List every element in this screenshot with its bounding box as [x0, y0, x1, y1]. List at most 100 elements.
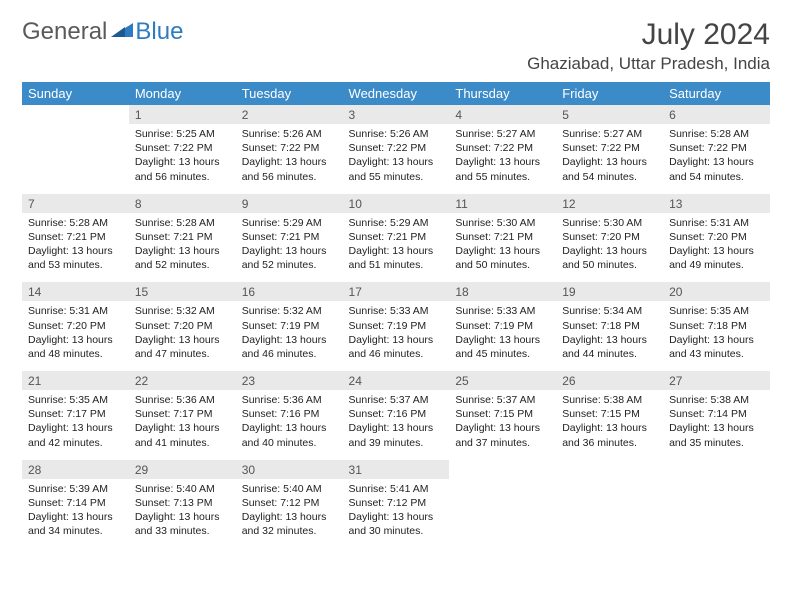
day-cell: Sunrise: 5:31 AMSunset: 7:20 PMDaylight:… [663, 213, 770, 283]
day-number: 4 [449, 105, 556, 124]
sunrise-line: Sunrise: 5:30 AM [562, 216, 657, 230]
day-cell: Sunrise: 5:37 AMSunset: 7:16 PMDaylight:… [343, 390, 450, 460]
month-title: July 2024 [527, 18, 770, 52]
day-number: 6 [663, 105, 770, 124]
daylight-line: Daylight: 13 hours and 49 minutes. [669, 244, 764, 272]
sunset-line: Sunset: 7:15 PM [455, 407, 550, 421]
day-number: 3 [343, 105, 450, 124]
day-cell: Sunrise: 5:33 AMSunset: 7:19 PMDaylight:… [449, 301, 556, 371]
sunrise-line: Sunrise: 5:35 AM [28, 393, 123, 407]
sunrise-line: Sunrise: 5:36 AM [242, 393, 337, 407]
day-content-row: Sunrise: 5:25 AMSunset: 7:22 PMDaylight:… [22, 124, 770, 194]
day-number-row: 123456 [22, 105, 770, 124]
day-number-row: 78910111213 [22, 194, 770, 213]
sunrise-line: Sunrise: 5:37 AM [455, 393, 550, 407]
sunset-line: Sunset: 7:20 PM [28, 319, 123, 333]
day-header: Thursday [449, 82, 556, 105]
sunset-line: Sunset: 7:20 PM [669, 230, 764, 244]
sunset-line: Sunset: 7:20 PM [562, 230, 657, 244]
sunrise-line: Sunrise: 5:30 AM [455, 216, 550, 230]
daylight-line: Daylight: 13 hours and 42 minutes. [28, 421, 123, 449]
sunrise-line: Sunrise: 5:40 AM [242, 482, 337, 496]
sunset-line: Sunset: 7:22 PM [455, 141, 550, 155]
sunset-line: Sunset: 7:21 PM [242, 230, 337, 244]
day-cell: Sunrise: 5:33 AMSunset: 7:19 PMDaylight:… [343, 301, 450, 371]
sunset-line: Sunset: 7:21 PM [28, 230, 123, 244]
daylight-line: Daylight: 13 hours and 48 minutes. [28, 333, 123, 361]
sunrise-line: Sunrise: 5:25 AM [135, 127, 230, 141]
daylight-line: Daylight: 13 hours and 50 minutes. [562, 244, 657, 272]
sunset-line: Sunset: 7:12 PM [349, 496, 444, 510]
day-number-row: 28293031 [22, 460, 770, 479]
day-cell [449, 479, 556, 549]
sunrise-line: Sunrise: 5:41 AM [349, 482, 444, 496]
day-number: 23 [236, 371, 343, 390]
sunset-line: Sunset: 7:17 PM [135, 407, 230, 421]
day-number: 20 [663, 282, 770, 301]
day-cell: Sunrise: 5:39 AMSunset: 7:14 PMDaylight:… [22, 479, 129, 549]
day-number: 18 [449, 282, 556, 301]
day-cell: Sunrise: 5:36 AMSunset: 7:16 PMDaylight:… [236, 390, 343, 460]
day-cell: Sunrise: 5:40 AMSunset: 7:13 PMDaylight:… [129, 479, 236, 549]
daylight-line: Daylight: 13 hours and 37 minutes. [455, 421, 550, 449]
day-cell: Sunrise: 5:26 AMSunset: 7:22 PMDaylight:… [236, 124, 343, 194]
sunrise-line: Sunrise: 5:33 AM [349, 304, 444, 318]
sunrise-line: Sunrise: 5:26 AM [349, 127, 444, 141]
sunrise-line: Sunrise: 5:26 AM [242, 127, 337, 141]
day-number: 24 [343, 371, 450, 390]
daylight-line: Daylight: 13 hours and 30 minutes. [349, 510, 444, 538]
sunrise-line: Sunrise: 5:34 AM [562, 304, 657, 318]
day-header-row: Sunday Monday Tuesday Wednesday Thursday… [22, 82, 770, 105]
day-cell: Sunrise: 5:30 AMSunset: 7:21 PMDaylight:… [449, 213, 556, 283]
daylight-line: Daylight: 13 hours and 52 minutes. [135, 244, 230, 272]
day-number: 9 [236, 194, 343, 213]
sunrise-line: Sunrise: 5:35 AM [669, 304, 764, 318]
daylight-line: Daylight: 13 hours and 40 minutes. [242, 421, 337, 449]
sunset-line: Sunset: 7:14 PM [28, 496, 123, 510]
day-content-row: Sunrise: 5:31 AMSunset: 7:20 PMDaylight:… [22, 301, 770, 371]
sunset-line: Sunset: 7:22 PM [135, 141, 230, 155]
title-block: July 2024 Ghaziabad, Uttar Pradesh, Indi… [527, 18, 770, 74]
sunset-line: Sunset: 7:19 PM [242, 319, 337, 333]
daylight-line: Daylight: 13 hours and 51 minutes. [349, 244, 444, 272]
daylight-line: Daylight: 13 hours and 50 minutes. [455, 244, 550, 272]
sunrise-line: Sunrise: 5:39 AM [28, 482, 123, 496]
logo-triangle-icon [111, 19, 133, 37]
daylight-line: Daylight: 13 hours and 56 minutes. [135, 155, 230, 183]
sunrise-line: Sunrise: 5:38 AM [562, 393, 657, 407]
day-number: 7 [22, 194, 129, 213]
sunrise-line: Sunrise: 5:27 AM [455, 127, 550, 141]
day-number: 5 [556, 105, 663, 124]
day-number-row: 21222324252627 [22, 371, 770, 390]
day-cell: Sunrise: 5:29 AMSunset: 7:21 PMDaylight:… [236, 213, 343, 283]
sunset-line: Sunset: 7:22 PM [669, 141, 764, 155]
sunrise-line: Sunrise: 5:31 AM [28, 304, 123, 318]
day-number: 30 [236, 460, 343, 479]
day-cell [556, 479, 663, 549]
daylight-line: Daylight: 13 hours and 44 minutes. [562, 333, 657, 361]
day-cell: Sunrise: 5:37 AMSunset: 7:15 PMDaylight:… [449, 390, 556, 460]
daylight-line: Daylight: 13 hours and 41 minutes. [135, 421, 230, 449]
day-number: 2 [236, 105, 343, 124]
daylight-line: Daylight: 13 hours and 32 minutes. [242, 510, 337, 538]
day-cell: Sunrise: 5:28 AMSunset: 7:21 PMDaylight:… [22, 213, 129, 283]
brand-part2: Blue [135, 18, 183, 46]
day-cell: Sunrise: 5:32 AMSunset: 7:19 PMDaylight:… [236, 301, 343, 371]
day-number: 27 [663, 371, 770, 390]
sunrise-line: Sunrise: 5:36 AM [135, 393, 230, 407]
sunrise-line: Sunrise: 5:28 AM [135, 216, 230, 230]
sunrise-line: Sunrise: 5:38 AM [669, 393, 764, 407]
sunrise-line: Sunrise: 5:33 AM [455, 304, 550, 318]
day-cell: Sunrise: 5:41 AMSunset: 7:12 PMDaylight:… [343, 479, 450, 549]
daylight-line: Daylight: 13 hours and 34 minutes. [28, 510, 123, 538]
day-number: 19 [556, 282, 663, 301]
day-number: 22 [129, 371, 236, 390]
day-content-row: Sunrise: 5:28 AMSunset: 7:21 PMDaylight:… [22, 213, 770, 283]
sunrise-line: Sunrise: 5:37 AM [349, 393, 444, 407]
sunset-line: Sunset: 7:18 PM [669, 319, 764, 333]
day-number: 1 [129, 105, 236, 124]
sunrise-line: Sunrise: 5:29 AM [349, 216, 444, 230]
sunrise-line: Sunrise: 5:28 AM [669, 127, 764, 141]
day-number: 28 [22, 460, 129, 479]
daylight-line: Daylight: 13 hours and 52 minutes. [242, 244, 337, 272]
